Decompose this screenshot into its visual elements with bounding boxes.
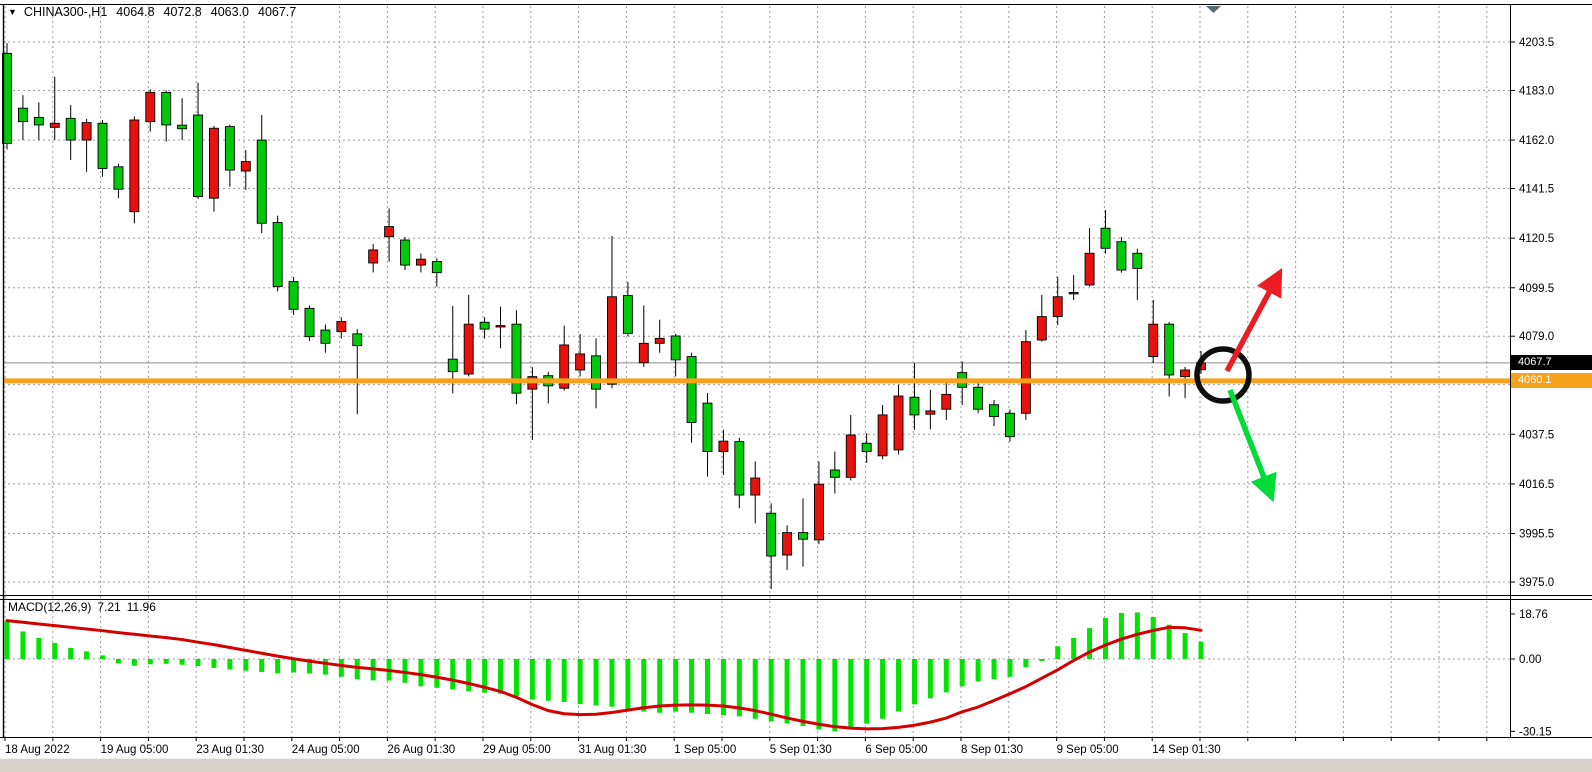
svg-text:4162.0: 4162.0 [1519,135,1554,147]
svg-text:9 Sep 05:00: 9 Sep 05:00 [1057,744,1119,756]
svg-text:8 Sep 01:30: 8 Sep 01:30 [961,744,1023,756]
svg-text:4141.5: 4141.5 [1519,184,1554,196]
svg-text:3975.0: 3975.0 [1519,577,1554,589]
svg-text:14 Sep 01:30: 14 Sep 01:30 [1152,744,1220,756]
svg-text:29 Aug 05:00: 29 Aug 05:00 [483,744,551,756]
orange-line-price-tag: 4060.1 [1511,373,1592,388]
macd-value: 7.21 [97,600,121,614]
svg-text:26 Aug 01:30: 26 Aug 01:30 [387,744,455,756]
macd-signal-line [5,619,1203,731]
symbol-dropdown-icon[interactable]: ▼ [8,7,17,17]
svg-text:-30.15: -30.15 [1519,726,1552,738]
chart-header: ▼ CHINA300-,H1 4064.8 4072.8 4063.0 4067.7 [8,5,305,19]
ohlc-close: 4067.7 [258,5,297,19]
ohlc-high: 4072.8 [163,5,202,19]
svg-text:4099.5: 4099.5 [1519,283,1554,295]
macd-signal-value: 11.96 [126,600,156,614]
svg-text:1 Sep 05:00: 1 Sep 05:00 [674,744,736,756]
panel-borders [0,4,1592,738]
candlestick-series [2,43,1206,590]
svg-text:19 Aug 05:00: 19 Aug 05:00 [101,744,169,756]
window-bottom-strip [0,758,1592,772]
ohlc-low: 4063.0 [210,5,249,19]
svg-text:4079.0: 4079.0 [1519,331,1554,343]
bearish-scenario-arrow[interactable] [1227,389,1277,503]
symbol-label: CHINA300-,H1 [23,5,108,19]
svg-text:18.76: 18.76 [1519,609,1548,621]
chart-shift-icon[interactable] [1206,6,1221,13]
price-axis[interactable]: 4203.5 4183.0 4162.0 4141.5 4120.5 4099.5 4079… [1510,37,1554,738]
svg-text:4037.5: 4037.5 [1519,429,1554,441]
current-price-tag: 4067.7 [1511,355,1592,370]
svg-text:23 Aug 01:30: 23 Aug 01:30 [196,744,264,756]
svg-text:6 Sep 05:00: 6 Sep 05:00 [865,744,927,756]
svg-text:18 Aug 2022: 18 Aug 2022 [5,744,70,756]
bullish-scenario-arrow[interactable] [1224,267,1283,373]
svg-text:5 Sep 01:30: 5 Sep 01:30 [770,744,832,756]
svg-text:4016.5: 4016.5 [1519,479,1554,491]
macd-name: MACD(12,26,9) [8,600,92,614]
grid-lines [3,6,1510,737]
macd-indicator-label: MACD(12,26,9) 7.21 11.96 [8,600,162,614]
time-axis[interactable]: 18 Aug 2022 19 Aug 05:00 23 Aug 01:30 24 Au… [4,737,1488,756]
svg-text:4183.0: 4183.0 [1519,85,1554,97]
svg-text:0.00: 0.00 [1519,654,1541,666]
svg-text:3995.5: 3995.5 [1519,529,1554,541]
svg-text:4203.5: 4203.5 [1519,37,1554,49]
svg-text:24 Aug 05:00: 24 Aug 05:00 [292,744,360,756]
svg-text:4120.5: 4120.5 [1519,233,1554,245]
svg-text:31 Aug 01:30: 31 Aug 01:30 [579,744,647,756]
breakout-circle-annotation[interactable] [1194,346,1252,404]
ohlc-open: 4064.8 [116,5,155,19]
